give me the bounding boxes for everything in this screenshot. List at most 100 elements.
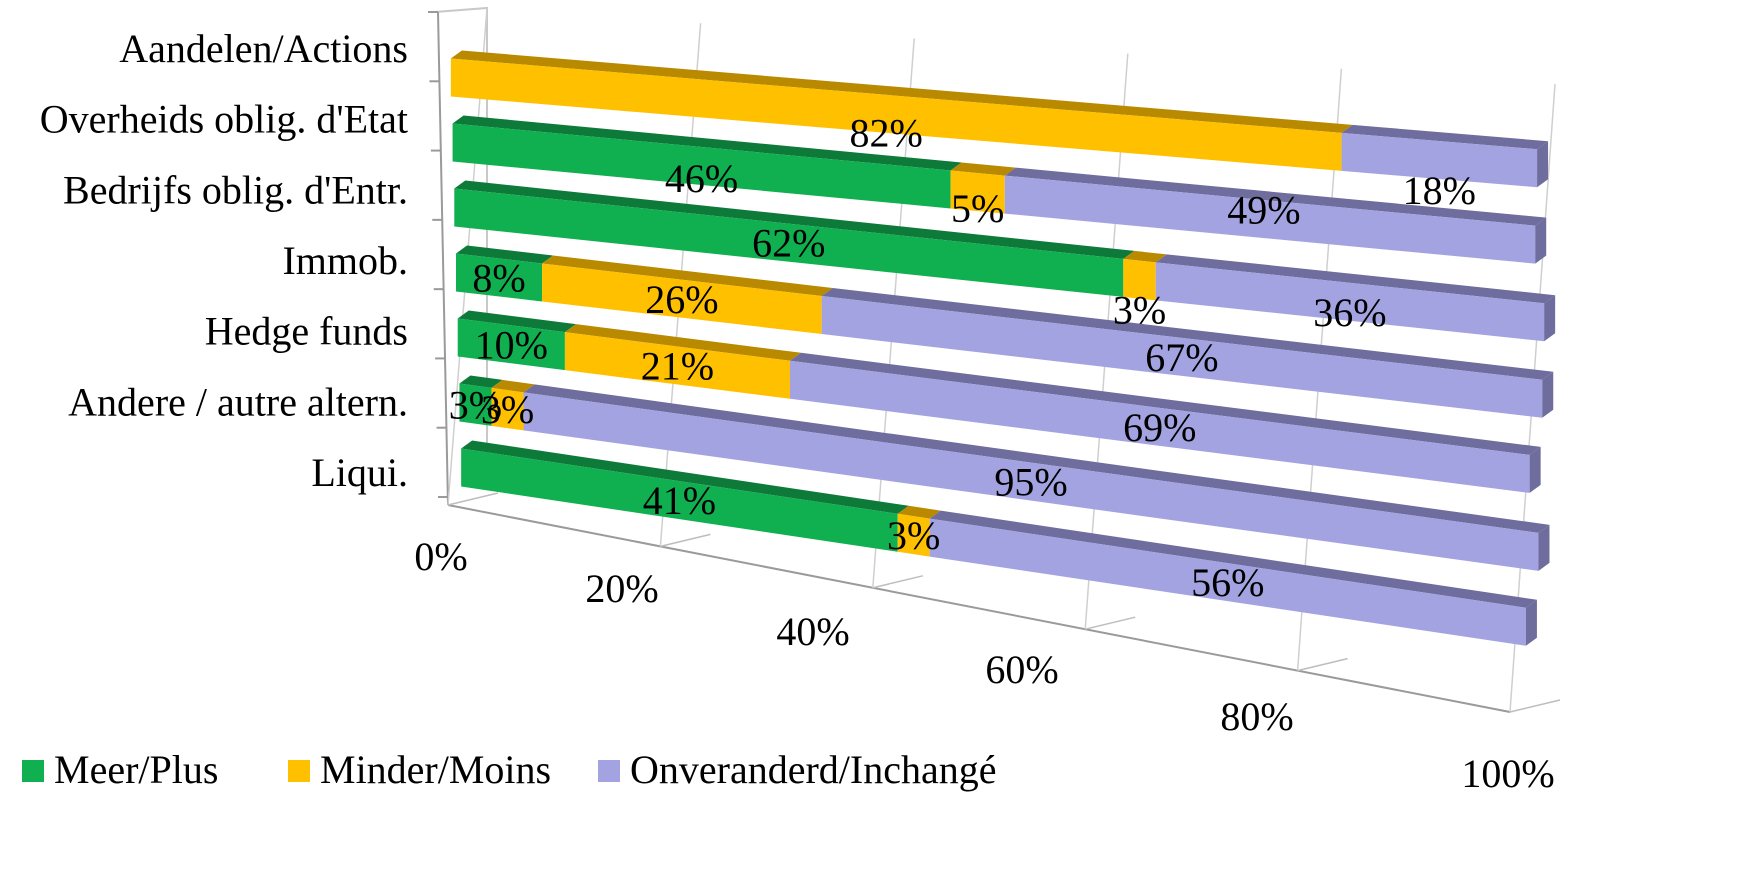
data-label: 41% <box>643 478 716 523</box>
x-tick-label: 20% <box>585 566 658 611</box>
bar-segment <box>821 296 1543 418</box>
bar-top-face <box>457 310 576 333</box>
legend-label: Onveranderd/Inchangé <box>630 747 996 792</box>
bar-segment <box>456 253 543 302</box>
data-label: 69% <box>1123 405 1196 450</box>
data-label: 21% <box>641 343 714 388</box>
bar-segment <box>1123 258 1156 301</box>
bar-top-face <box>452 115 962 171</box>
category-label: Andere / autre altern. <box>68 379 408 424</box>
bar-segment <box>459 383 492 426</box>
bar-segment <box>491 387 524 431</box>
bar-end-face <box>1537 141 1549 188</box>
bar-top-face <box>1155 254 1556 304</box>
bar-top-face <box>459 375 503 388</box>
bar-segment <box>1155 262 1545 342</box>
data-label: 5% <box>951 186 1004 231</box>
bar-segment <box>1341 132 1538 188</box>
category-label: Immob. <box>282 238 408 283</box>
data-label: 36% <box>1313 290 1386 335</box>
bar-segment <box>450 58 1342 171</box>
floor-gridline <box>872 575 923 589</box>
x-tick-label: 0% <box>414 534 467 579</box>
bar-top-face <box>1004 167 1547 226</box>
data-label: 46% <box>665 156 738 201</box>
bar-segment <box>897 513 930 557</box>
bar-segment <box>929 518 1526 646</box>
bar-end-face <box>1525 599 1537 646</box>
data-label: 67% <box>1145 335 1218 380</box>
x-axis-ticks: 0% 20% 40% 60% 80% 100% <box>414 534 1554 796</box>
floor-gridline <box>1509 699 1561 713</box>
bar-segment <box>457 318 565 371</box>
x-tick-label: 100% <box>1461 751 1554 796</box>
bar-top-face <box>461 440 909 514</box>
data-label: 62% <box>752 221 825 266</box>
bar-segment <box>542 263 822 334</box>
bar-top-face <box>564 324 802 361</box>
category-label: Bedrijfs oblig. d'Entr. <box>63 167 408 212</box>
bar-segment <box>454 188 1124 297</box>
bars <box>450 50 1556 646</box>
legend-label: Meer/Plus <box>54 747 218 792</box>
bar-top-face <box>1341 124 1549 150</box>
data-label: 26% <box>645 277 718 322</box>
floor-gridline <box>1297 657 1348 672</box>
category-label: Aandelen/Actions <box>119 26 408 71</box>
category-label: Overheids oblig. d'Etat <box>40 97 408 142</box>
bar-top-face <box>821 288 1554 380</box>
category-label: Hedge funds <box>205 309 408 354</box>
bar-end-face <box>1544 295 1556 342</box>
legend-swatch <box>598 760 620 782</box>
legend-swatch <box>288 760 310 782</box>
bar-segment <box>790 360 1530 493</box>
data-label: 95% <box>994 460 1067 505</box>
bar-segment <box>452 123 951 209</box>
bar-top-face <box>897 505 941 519</box>
bar-segment <box>1004 175 1536 264</box>
data-label: 56% <box>1191 560 1264 605</box>
data-label: 8% <box>472 256 525 301</box>
x-tick-label: 40% <box>776 609 849 654</box>
bar-segment <box>461 448 898 552</box>
legend-swatch <box>22 760 44 782</box>
bar-top-face <box>491 379 535 393</box>
data-label: 18% <box>1403 168 1476 213</box>
x-tick-label: 60% <box>985 647 1058 692</box>
bar-top-face <box>542 255 833 296</box>
data-labels: 82% 18% 46% 5% 49% 62% 3% 36% 8% 26% 67% 10% 21% 69% 3… <box>449 111 1476 605</box>
bar-end-face <box>1535 217 1547 264</box>
y-axis-line <box>437 11 449 506</box>
bar-top-face <box>456 245 554 264</box>
bar-end-face <box>1542 371 1554 418</box>
data-label: 3% <box>887 513 940 558</box>
data-label: 82% <box>850 111 923 156</box>
legend-label: Minder/Moins <box>320 747 551 792</box>
bar-top-face <box>450 50 1353 133</box>
bar-top-face <box>454 180 1135 259</box>
data-label: 3% <box>1113 288 1166 333</box>
floor-gridline <box>447 492 499 506</box>
data-label: 3% <box>449 383 502 428</box>
bar-top-face <box>950 162 1016 176</box>
category-labels: Aandelen/Actions Overheids oblig. d'Etat B… <box>40 26 408 495</box>
floor-gridline <box>660 533 711 548</box>
bar-segment <box>523 392 1539 571</box>
bar-top-face <box>790 352 1541 455</box>
bar-top-face <box>1123 250 1167 263</box>
bar-top-face <box>523 384 1550 533</box>
bar-end-face <box>1538 524 1550 571</box>
x-tick-label: 80% <box>1220 694 1293 739</box>
category-label: Liqui. <box>311 450 408 495</box>
data-label: 49% <box>1227 188 1300 233</box>
legend: Meer/Plus Minder/Moins Onveranderd/Inchang… <box>22 747 996 792</box>
bar-segment <box>950 170 1005 214</box>
x-axis-line <box>447 504 1511 713</box>
bar-top-face <box>929 510 1537 608</box>
data-label: 3% <box>481 387 534 432</box>
floor-gridline <box>1085 616 1136 630</box>
bar-end-face <box>1529 446 1541 493</box>
data-label: 10% <box>475 322 548 367</box>
bar-segment <box>564 332 791 399</box>
